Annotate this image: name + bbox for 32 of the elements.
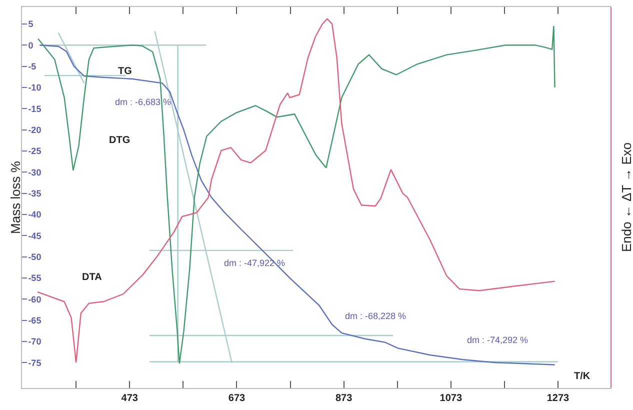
x-tick-label: 873 [335,393,353,404]
y-tick-label: -45 [28,230,42,241]
y-tick-label: -50 [28,252,42,262]
y-axis-title: Mass loss % [8,160,24,234]
y-tick-label: -20 [28,124,42,135]
annotation: dm : -6,683 % [115,97,172,107]
y-tick-label: 0 [28,40,34,50]
y-tick-label: -65 [28,315,42,326]
y-tick-label: -35 [28,188,42,198]
annotation: DTG [109,135,130,146]
y-tick-label: -25 [28,146,42,156]
y-tick-label: -10 [28,82,42,93]
y-tick-label: 5 [28,19,34,30]
x-axis-title: T/K [574,371,591,382]
x-tick-label: 1073 [440,393,462,404]
y-tick-label: -40 [28,210,42,220]
annotation: TG [118,66,132,77]
x-tick-label: 1273 [546,393,570,404]
y-tick-label: -15 [28,104,42,114]
x-tick-label: 673 [228,393,246,404]
y-tick-label: -75 [28,358,42,368]
y-tick-label: -60 [28,294,42,304]
x-tick-label: 473 [121,393,138,404]
y-tick-label: -5 [28,61,36,72]
y-tick-label: -30 [28,167,42,178]
annotation: DTA [82,272,102,283]
annotation: dm : -47,922 % [224,258,286,268]
annotation: dm : -74,292 % [467,335,528,345]
y-tick-label: -55 [28,273,42,284]
y-tick-label: -70 [28,336,42,347]
annotation: dm : -68,228 % [345,311,406,321]
y2-axis-title: Endo ← ΔT → Exo [619,142,633,252]
